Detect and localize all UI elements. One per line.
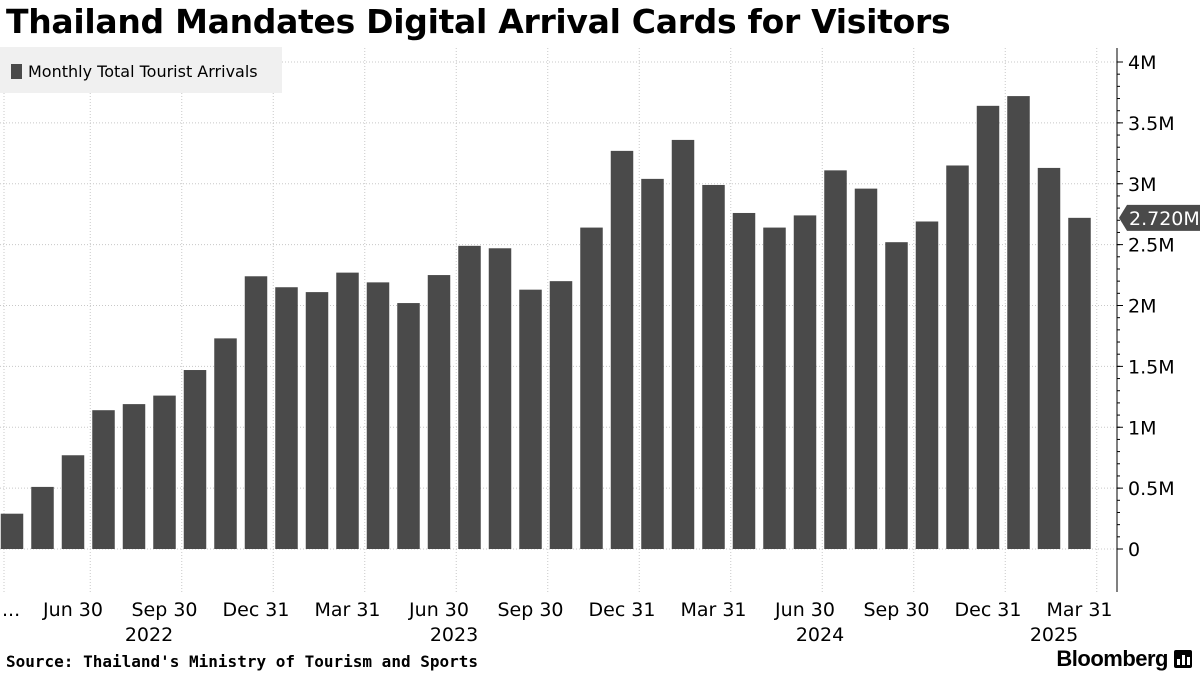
bars — [0, 96, 1091, 550]
last-value-label: 2.720M — [1129, 208, 1200, 230]
source-note: Source: Thailand's Ministry of Tourism a… — [6, 652, 479, 671]
bar — [885, 242, 908, 549]
bar — [214, 338, 237, 549]
x-tick-label: Mar 31 — [1046, 599, 1112, 621]
last-value-callout: 2.720M — [1119, 204, 1200, 231]
bar — [610, 150, 634, 549]
x-year-label: 2025 — [1030, 624, 1078, 646]
x-axis: ... Jun 30 Sep 30 Dec 31 Mar 31 Jun 30 Sep 30 D… — [2, 599, 1113, 646]
last-value-badge — [1119, 204, 1200, 231]
x-tick-label: ... — [2, 599, 20, 621]
y-tick-label: 1M — [1128, 417, 1156, 439]
bar — [275, 287, 298, 549]
y-tick-label: 2.5M — [1128, 235, 1175, 257]
bar — [122, 404, 146, 549]
bar — [1007, 96, 1030, 549]
y-tick-label: 0 — [1128, 539, 1140, 561]
bar — [671, 139, 695, 550]
bar — [580, 227, 603, 549]
legend-swatch — [11, 64, 22, 79]
bar — [641, 178, 664, 549]
x-tick-label: Jun 30 — [408, 599, 469, 621]
bloomberg-terminal-icon — [1174, 650, 1192, 668]
bar — [915, 221, 939, 549]
legend: Monthly Total Tourist Arrivals — [0, 47, 282, 93]
x-tick-label: Sep 30 — [497, 599, 563, 621]
x-year-label: 2022 — [125, 624, 173, 646]
x-tick-label: Dec 31 — [589, 599, 656, 621]
bar — [0, 513, 24, 549]
bar — [702, 184, 725, 549]
bar — [793, 215, 817, 549]
x-tick-label: Sep 30 — [131, 599, 197, 621]
y-tick-label: 4M — [1128, 52, 1156, 74]
bar — [824, 170, 847, 550]
bar — [397, 303, 420, 549]
bar — [763, 227, 786, 549]
bar — [519, 289, 542, 549]
bar — [1037, 167, 1061, 550]
x-year-label: 2023 — [430, 624, 478, 646]
x-tick-label: Dec 31 — [223, 599, 290, 621]
bar — [427, 275, 451, 549]
bar — [305, 292, 329, 549]
bar — [732, 212, 756, 549]
bar — [488, 248, 512, 549]
y-axis: 4M 3.5M 3M 2.5M 2M 1.5M 1M 0.5M 0 — [1116, 48, 1175, 592]
bar — [458, 245, 481, 549]
bar — [244, 276, 268, 549]
bar — [946, 165, 969, 550]
legend-background — [0, 47, 282, 93]
legend-label: Monthly Total Tourist Arrivals — [28, 62, 258, 81]
x-tick-label: Mar 31 — [680, 599, 746, 621]
x-tick-label: Dec 31 — [955, 599, 1022, 621]
bar — [31, 486, 54, 549]
brand-name: Bloomberg — [1056, 646, 1168, 671]
bar — [92, 410, 115, 549]
x-year-label: 2024 — [796, 624, 844, 646]
bar — [366, 282, 390, 549]
y-tick-label: 3.5M — [1128, 113, 1175, 135]
bar — [549, 281, 573, 549]
bar — [153, 395, 176, 549]
bar — [976, 105, 1000, 549]
y-tick-label: 1.5M — [1128, 356, 1175, 378]
bar — [183, 370, 207, 549]
chart-title: Thailand Mandates Digital Arrival Cards … — [6, 2, 951, 41]
bar — [854, 188, 878, 549]
x-tick-label: Jun 30 — [774, 599, 835, 621]
bar — [1068, 217, 1091, 549]
bar — [61, 455, 85, 549]
y-tick-label: 3M — [1128, 174, 1156, 196]
y-tick-label: 2M — [1128, 296, 1156, 318]
bar — [336, 272, 359, 549]
y-tick-label: 0.5M — [1128, 478, 1175, 500]
x-tick-label: Sep 30 — [863, 599, 929, 621]
x-tick-label: Jun 30 — [42, 599, 103, 621]
x-tick-label: Mar 31 — [314, 599, 380, 621]
brand-logo: Bloomberg — [1056, 646, 1192, 672]
